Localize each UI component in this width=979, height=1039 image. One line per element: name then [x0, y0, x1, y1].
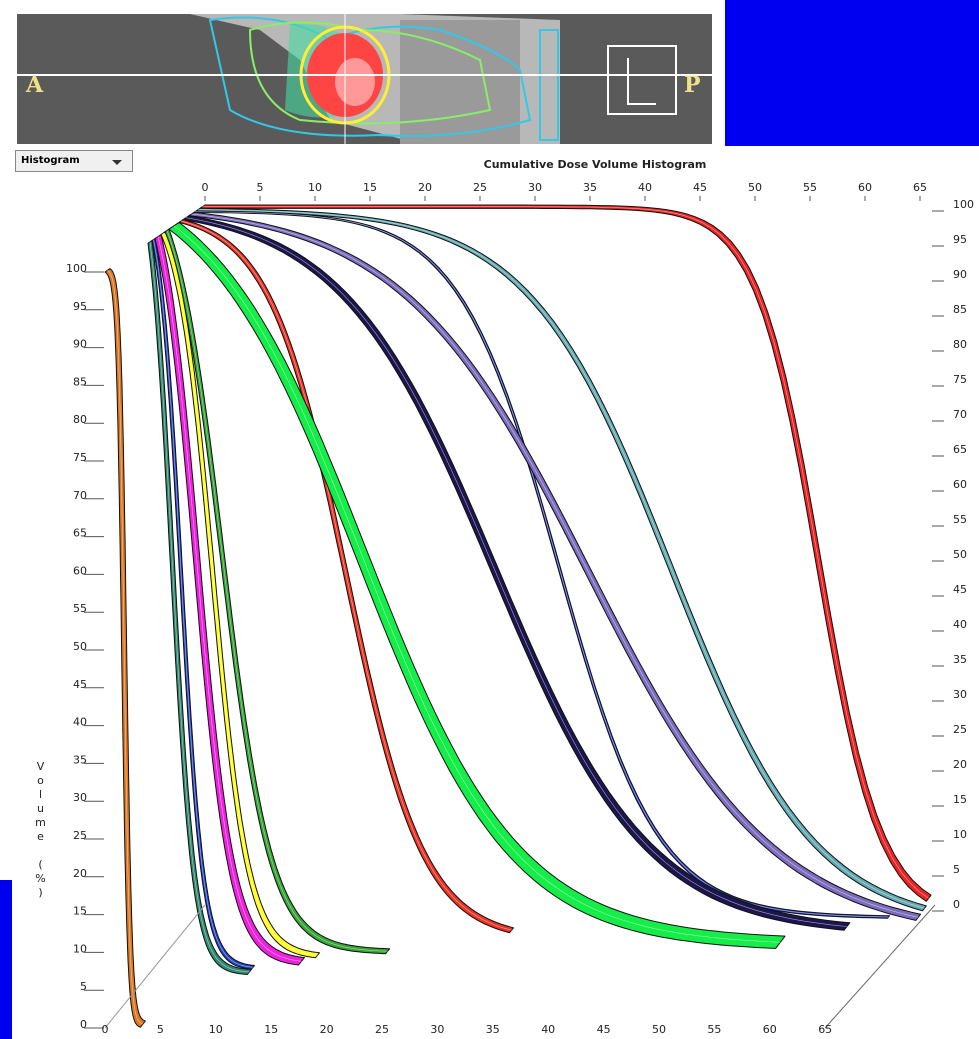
bottom-x-tick-label: 35	[486, 1023, 500, 1036]
bottom-x-tick-label: 0	[102, 1023, 109, 1036]
left-y-tick-label: 45	[73, 678, 87, 691]
top-x-tick-label: 45	[693, 181, 707, 194]
bottom-x-tick-label: 30	[430, 1023, 444, 1036]
ct-image: A P	[15, 0, 723, 146]
right-y-tick-label: 100	[953, 198, 974, 211]
top-x-tick-label: 55	[803, 181, 817, 194]
right-y-tick-label: 10	[953, 828, 967, 841]
background	[0, 880, 12, 1039]
orientation-label: A	[25, 72, 44, 98]
top-x-tick-label: 20	[418, 181, 432, 194]
top-x-tick-label: 10	[308, 181, 322, 194]
right-y-tick-label: 15	[953, 793, 967, 806]
right-y-tick-label: 65	[953, 443, 967, 456]
histogram-dropdown[interactable]: Histogram	[15, 150, 133, 172]
bottom-x-tick-label: 10	[209, 1023, 223, 1036]
left-y-tick-label: 10	[73, 942, 87, 955]
right-y-tick-label: 55	[953, 513, 967, 526]
top-x-tick-label: 60	[858, 181, 872, 194]
bottom-x-tick-label: 55	[707, 1023, 721, 1036]
top-x-tick-label: 65	[913, 181, 927, 194]
left-y-tick-label: 40	[73, 716, 87, 729]
left-y-tick-label: 35	[73, 753, 87, 766]
top-x-tick-label: 30	[528, 181, 542, 194]
orientation-label: P	[684, 72, 701, 98]
right-y-tick-label: 40	[953, 618, 967, 631]
bottom-x-tick-label: 5	[157, 1023, 164, 1036]
right-y-tick-label: 45	[953, 583, 967, 596]
right-y-tick-label: 25	[953, 723, 967, 736]
right-y-tick-label: 50	[953, 548, 967, 561]
right-y-tick-label: 0	[953, 898, 960, 911]
right-y-tick-label: 95	[953, 233, 967, 246]
left-y-tick-label: 30	[73, 791, 87, 804]
left-y-tick-label: 65	[73, 527, 87, 540]
left-y-tick-label: 70	[73, 489, 87, 502]
chart-title: Cumulative Dose Volume Histogram	[484, 158, 707, 171]
top-x-tick-label: 5	[257, 181, 264, 194]
bottom-x-tick-label: 40	[541, 1023, 555, 1036]
right-y-tick-label: 35	[953, 653, 967, 666]
top-x-tick-label: 35	[583, 181, 597, 194]
right-y-tick-label: 90	[953, 268, 967, 281]
left-y-tick-label: 50	[73, 640, 87, 653]
bottom-x-tick-label: 20	[320, 1023, 334, 1036]
top-x-tick-label: 0	[202, 181, 209, 194]
right-y-tick-label: 70	[953, 408, 967, 421]
left-y-tick-label: 0	[80, 1018, 87, 1031]
right-y-tick-label: 30	[953, 688, 967, 701]
left-y-tick-label: 5	[80, 980, 87, 993]
right-y-tick-label: 60	[953, 478, 967, 491]
bottom-x-tick-label: 65	[818, 1023, 832, 1036]
left-y-tick-label: 95	[73, 300, 87, 313]
top-x-tick-label: 25	[473, 181, 487, 194]
right-y-tick-label: 75	[953, 373, 967, 386]
y-axis-label: Volume (%)	[32, 760, 48, 900]
bottom-x-tick-label: 45	[597, 1023, 611, 1036]
left-y-tick-label: 100	[66, 262, 87, 275]
left-y-tick-label: 55	[73, 602, 87, 615]
left-y-tick-label: 75	[73, 451, 87, 464]
bottom-x-tick-label: 50	[652, 1023, 666, 1036]
screen: A P Cumulative Dose Volume Histogram 0 5 1…	[0, 0, 979, 1039]
top-x-tick-label: 40	[638, 181, 652, 194]
bottom-x-tick-label: 60	[763, 1023, 777, 1036]
right-y-tick-label: 80	[953, 338, 967, 351]
right-y-tick-label: 20	[953, 758, 967, 771]
right-y-tick-label: 5	[953, 863, 960, 876]
left-y-tick-label: 85	[73, 375, 87, 388]
bottom-x-tick-label: 25	[375, 1023, 389, 1036]
left-y-tick-label: 15	[73, 905, 87, 918]
top-x-tick-label: 15	[363, 181, 377, 194]
left-y-tick-label: 25	[73, 829, 87, 842]
left-y-tick-label: 60	[73, 564, 87, 577]
right-y-tick-label: 85	[953, 303, 967, 316]
background	[725, 0, 979, 146]
left-y-tick-label: 20	[73, 867, 87, 880]
left-y-tick-label: 90	[73, 338, 87, 351]
left-y-tick-label: 80	[73, 413, 87, 426]
top-x-tick-label: 50	[748, 181, 762, 194]
page: {"image_panel": {"left_label": "A", "rig…	[0, 0, 979, 1039]
bottom-x-tick-label: 15	[264, 1023, 278, 1036]
